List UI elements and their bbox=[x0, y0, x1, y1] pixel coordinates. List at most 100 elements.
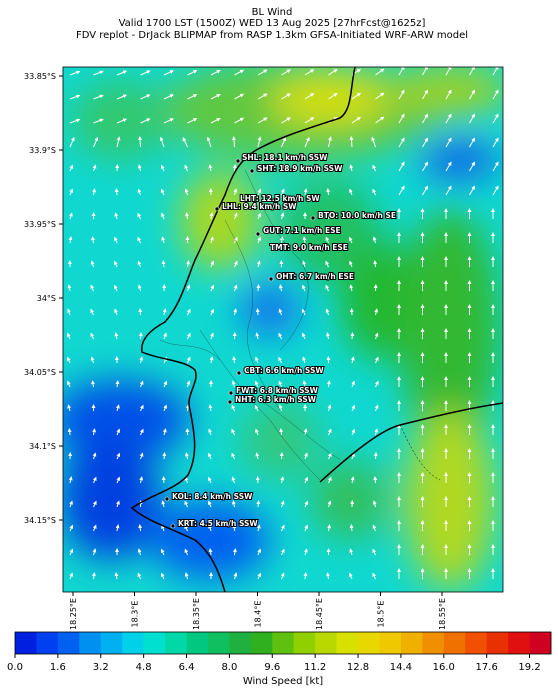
station-label: KOL: 8.4 km/h SSW bbox=[172, 492, 253, 501]
wind-arrow bbox=[91, 236, 96, 244]
wind-arrow bbox=[350, 332, 355, 340]
wind-arrow bbox=[372, 164, 377, 172]
station-label: LHL: 9.4 km/h SW bbox=[222, 202, 297, 211]
wind-arrow bbox=[208, 404, 213, 412]
lon-axis: 18.25°E 18.3°E 18.35°E 18.4°E 18.45°E 18.5°E 1… bbox=[69, 592, 447, 630]
wind-arrow bbox=[161, 260, 166, 268]
wind-arrow bbox=[68, 212, 73, 220]
wind-arrow bbox=[69, 164, 74, 172]
wind-arrow bbox=[114, 236, 118, 244]
station-dot bbox=[249, 168, 255, 174]
wind-arrow bbox=[160, 572, 165, 580]
wind-arrow bbox=[161, 212, 165, 220]
wind-arrow bbox=[160, 548, 165, 556]
wind-arrow bbox=[69, 188, 74, 196]
wind-arrow bbox=[93, 118, 104, 124]
wind-arrow bbox=[349, 572, 353, 580]
lon-label: 18.3°E bbox=[131, 601, 140, 628]
wind-arrow bbox=[469, 113, 475, 124]
wind-arrow bbox=[92, 188, 97, 196]
wind-arrow bbox=[207, 476, 212, 484]
colorbar-tick-label: 11.2 bbox=[304, 662, 326, 673]
wind-arrow bbox=[278, 356, 283, 364]
wind-arrow bbox=[281, 117, 291, 124]
wind-arrow bbox=[469, 185, 476, 196]
wind-arrow bbox=[349, 260, 353, 268]
wind-arrow bbox=[67, 284, 72, 292]
wind-arrow bbox=[187, 94, 198, 100]
wind-arrow bbox=[304, 117, 315, 124]
wind-arrow bbox=[302, 236, 307, 244]
wind-arrow bbox=[257, 93, 268, 100]
colorbar-tick-label: 14.4 bbox=[390, 662, 412, 673]
wind-arrow bbox=[445, 113, 452, 124]
wind-arrow bbox=[327, 404, 332, 412]
wind-arrow bbox=[233, 260, 238, 268]
wind-arrow bbox=[93, 136, 99, 148]
wind-arrow bbox=[184, 500, 189, 508]
wind-arrow bbox=[161, 236, 166, 244]
wind-arrow bbox=[280, 164, 285, 172]
wind-arrow bbox=[116, 500, 120, 508]
colorbar-swatch bbox=[250, 632, 273, 654]
station-dot bbox=[228, 390, 234, 396]
wind-arrow bbox=[231, 500, 236, 508]
station-dot bbox=[235, 158, 241, 164]
wind-arrow bbox=[184, 524, 189, 532]
wind-arrow bbox=[137, 260, 142, 268]
wind-arrow bbox=[162, 428, 167, 436]
wind-arrow bbox=[303, 188, 308, 196]
wind-arrow bbox=[182, 137, 188, 148]
wind-arrow bbox=[187, 118, 198, 124]
wind-arrow bbox=[374, 380, 379, 388]
station-label: SHT: 18.9 km/h SSW bbox=[257, 164, 343, 173]
wind-arrow bbox=[256, 260, 261, 268]
wind-arrow bbox=[233, 212, 238, 220]
wind-arrow bbox=[301, 284, 306, 292]
wind-arrow bbox=[398, 67, 405, 76]
wind-arrow bbox=[67, 308, 71, 316]
wind-arrow bbox=[256, 500, 261, 508]
lon-label: 18.45°E bbox=[315, 598, 324, 630]
wind-arrow bbox=[351, 428, 356, 436]
wind-arrow bbox=[234, 69, 245, 76]
wind-arrow bbox=[163, 70, 174, 76]
coastline bbox=[130, 67, 356, 592]
wind-arrow bbox=[281, 93, 291, 100]
wind-arrow bbox=[92, 452, 97, 460]
colorbar-swatch bbox=[315, 632, 337, 654]
wind-arrow bbox=[92, 548, 97, 556]
wind-arrow bbox=[350, 356, 355, 364]
wind-arrow bbox=[349, 164, 354, 172]
wind-arrow bbox=[351, 92, 362, 100]
wind-arrow bbox=[210, 260, 214, 268]
colorbar-swatch bbox=[358, 632, 380, 654]
colorbar-swatch bbox=[186, 632, 209, 654]
wind-arrow bbox=[140, 70, 151, 76]
lat-label: 34.1°S bbox=[29, 442, 56, 451]
wind-arrow bbox=[113, 284, 118, 292]
colorbar-swatch bbox=[143, 632, 166, 654]
lat-label: 33.9°S bbox=[29, 146, 56, 155]
wind-arrow bbox=[208, 548, 213, 556]
wind-arrow bbox=[116, 118, 128, 124]
wind-arrow bbox=[304, 452, 308, 460]
wind-arrow bbox=[116, 94, 128, 100]
wind-arrow bbox=[325, 332, 330, 340]
wind-arrow bbox=[92, 500, 97, 508]
wind-arrow bbox=[137, 548, 142, 556]
wind-arrow bbox=[348, 236, 353, 244]
wind-arrow bbox=[163, 118, 174, 124]
wind-arrow bbox=[184, 188, 189, 196]
wind-arrow bbox=[398, 185, 405, 196]
wind-arrow bbox=[138, 332, 143, 340]
wind-arrow bbox=[372, 548, 377, 556]
wind-arrow bbox=[233, 188, 238, 196]
colorbar-tick-label: 12.8 bbox=[347, 662, 369, 673]
wind-arrow bbox=[445, 161, 452, 172]
wind-arrow bbox=[68, 236, 73, 244]
wind-arrow bbox=[163, 94, 174, 100]
colorbar-swatch bbox=[122, 632, 144, 654]
wind-arrow bbox=[349, 188, 353, 196]
